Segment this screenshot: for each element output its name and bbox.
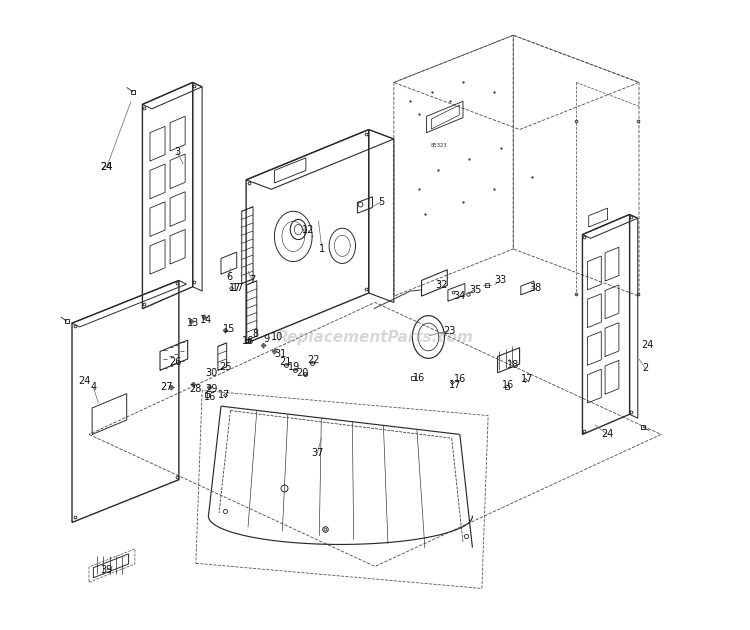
Text: 28: 28	[190, 384, 202, 394]
Text: ReplacementParts.com: ReplacementParts.com	[277, 329, 473, 345]
Text: 37: 37	[311, 449, 323, 458]
Text: 24: 24	[79, 376, 91, 386]
Text: 26: 26	[169, 357, 182, 367]
Text: 20: 20	[296, 368, 309, 378]
Text: 8: 8	[253, 329, 259, 339]
Text: 15: 15	[223, 324, 236, 334]
Text: 5: 5	[378, 197, 385, 207]
Text: 17: 17	[232, 283, 244, 293]
Text: 17: 17	[521, 374, 533, 384]
Text: 27: 27	[160, 382, 172, 392]
Text: 38: 38	[530, 283, 542, 293]
Text: 23: 23	[443, 326, 455, 336]
Text: 2: 2	[642, 364, 649, 374]
Text: 17: 17	[218, 391, 230, 401]
Text: 3: 3	[174, 147, 180, 157]
Text: 4: 4	[90, 382, 97, 392]
Text: 22: 22	[308, 355, 320, 365]
Text: 17: 17	[449, 381, 462, 391]
Text: 35: 35	[470, 285, 482, 295]
Text: 10: 10	[272, 332, 284, 342]
Text: 25: 25	[219, 362, 232, 372]
Text: 14: 14	[200, 315, 213, 325]
Text: 24: 24	[100, 163, 112, 172]
Text: 1: 1	[319, 244, 325, 254]
Text: 16: 16	[413, 373, 425, 383]
Text: 18: 18	[507, 360, 520, 370]
Text: 24: 24	[602, 430, 613, 440]
Text: 16: 16	[503, 381, 515, 391]
Text: 12: 12	[302, 225, 314, 235]
Text: 29: 29	[206, 384, 218, 394]
Text: 30: 30	[206, 368, 218, 378]
Text: 31: 31	[274, 349, 286, 359]
Text: 7: 7	[249, 275, 256, 285]
Text: 21: 21	[280, 357, 292, 367]
Text: 13: 13	[187, 318, 199, 328]
Text: 32: 32	[435, 280, 447, 290]
Text: 19: 19	[289, 362, 301, 372]
Text: 9: 9	[264, 334, 270, 344]
Text: 24: 24	[100, 163, 112, 172]
Text: 24: 24	[641, 340, 653, 350]
Text: 85323: 85323	[430, 142, 447, 147]
Text: 34: 34	[454, 291, 466, 301]
Text: 16: 16	[242, 336, 254, 346]
Text: 39: 39	[100, 564, 112, 575]
Text: 16: 16	[204, 392, 217, 402]
Text: 6: 6	[226, 272, 232, 282]
Text: 17: 17	[230, 283, 242, 293]
Text: 33: 33	[494, 275, 507, 285]
Text: 16: 16	[454, 374, 466, 384]
